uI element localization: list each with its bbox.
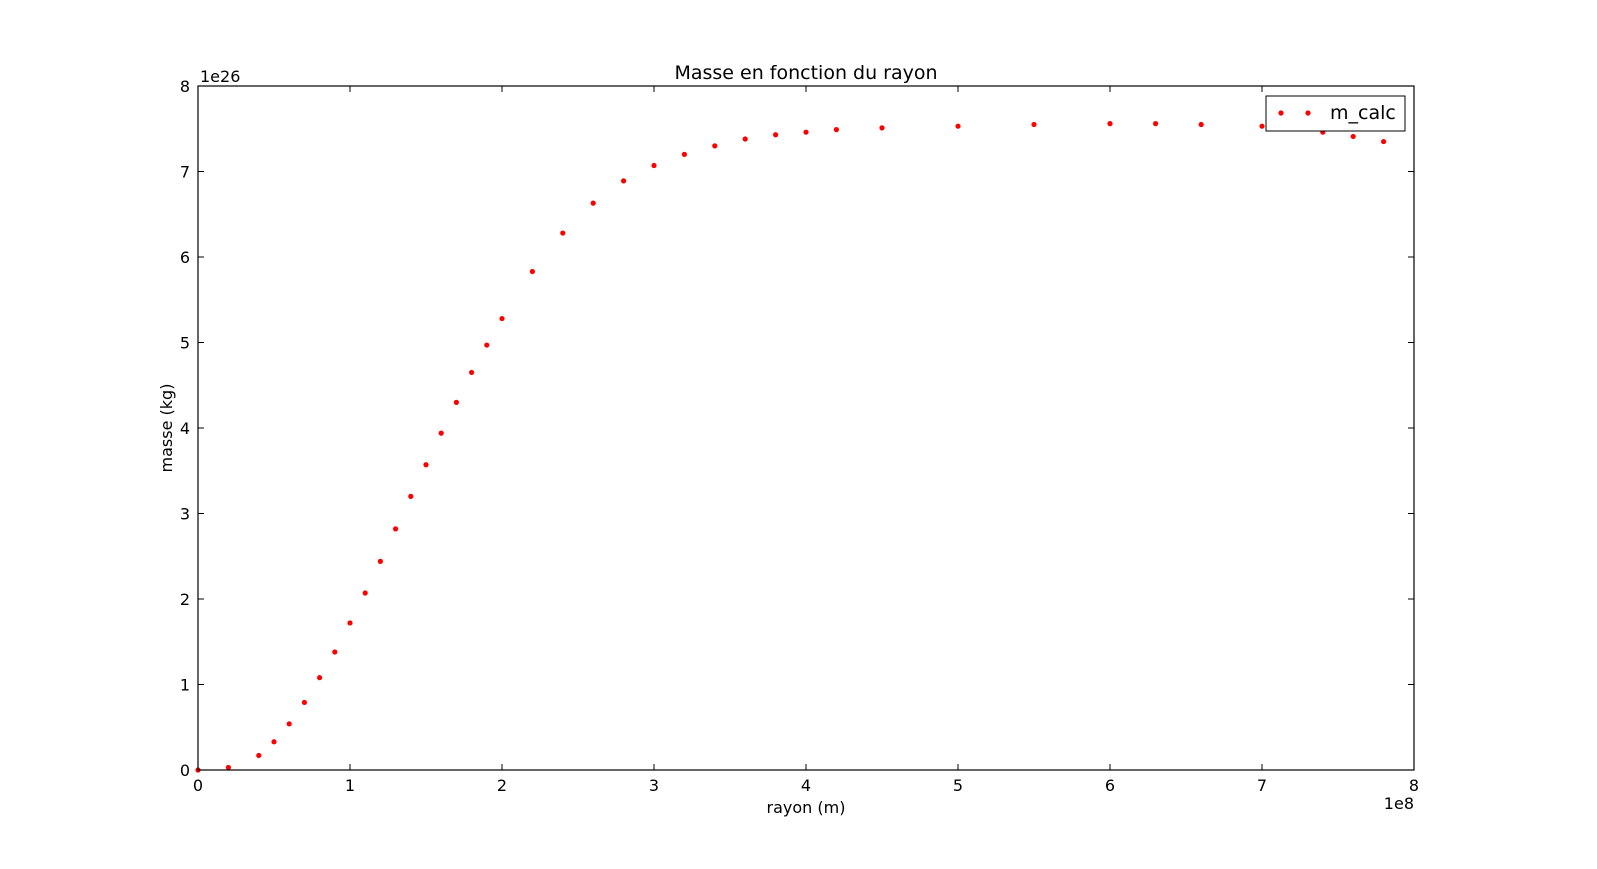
x-offset-label: 1e8 — [1384, 794, 1414, 813]
data-point — [286, 721, 292, 727]
data-point — [332, 649, 338, 655]
data-point — [423, 462, 429, 468]
x-tick-label: 4 — [801, 776, 811, 795]
data-point — [499, 315, 505, 322]
legend-box — [1265, 95, 1406, 132]
y-axis-label: masse (kg) — [157, 384, 176, 473]
x-tick-label: 3 — [649, 776, 659, 795]
data-point — [408, 493, 414, 499]
y-tick-label: 7 — [180, 163, 190, 182]
data-point — [651, 162, 657, 169]
data-point — [271, 739, 277, 745]
data-point — [438, 430, 444, 436]
data-point — [347, 620, 353, 626]
legend-marker — [1278, 110, 1284, 116]
x-tick-label: 2 — [497, 776, 507, 795]
data-point — [225, 764, 231, 771]
data-point — [1031, 121, 1037, 128]
x-tick-label: 1 — [345, 776, 355, 795]
data-points — [195, 121, 1387, 773]
data-point — [256, 752, 262, 759]
data-point — [301, 699, 307, 706]
x-tick-label: 5 — [953, 776, 963, 795]
data-point — [362, 590, 368, 596]
data-point — [377, 558, 383, 564]
data-point — [1107, 121, 1113, 127]
data-point — [1198, 121, 1204, 128]
x-tick-label: 8 — [1409, 776, 1419, 795]
data-point — [712, 143, 718, 149]
data-point — [469, 369, 475, 376]
x-tick-label: 0 — [193, 776, 203, 795]
y-tick-label: 2 — [180, 590, 190, 609]
chart-title: Masse en fonction du rayon — [674, 62, 937, 84]
y-offset-label: 1e26 — [200, 67, 240, 86]
data-point — [484, 342, 490, 348]
data-point — [590, 200, 596, 206]
legend-marker — [1305, 110, 1311, 116]
x-tick-label: 7 — [1257, 776, 1267, 795]
data-point — [803, 129, 809, 135]
plot-frame — [197, 85, 1415, 771]
data-point — [773, 132, 779, 138]
data-point — [393, 526, 399, 532]
data-point — [681, 151, 688, 157]
y-tick-label: 0 — [180, 761, 190, 780]
data-point — [1259, 123, 1265, 129]
data-point — [529, 268, 536, 275]
data-point — [560, 230, 566, 236]
data-point — [317, 675, 323, 681]
data-point — [879, 125, 885, 131]
y-tick-label: 8 — [180, 77, 190, 96]
data-point — [1381, 138, 1387, 145]
data-point — [621, 178, 627, 184]
y-tick-label: 3 — [180, 505, 190, 524]
plot-area — [198, 86, 1414, 770]
data-point — [955, 123, 961, 129]
axis-ticks: 0 1 2 3 4 5 6 7 8 0 1 2 3 4 5 6 7 8 — [180, 77, 1419, 795]
data-point — [742, 136, 748, 142]
y-tick-label: 4 — [180, 419, 190, 438]
data-point — [1153, 121, 1159, 127]
data-point — [833, 127, 840, 133]
data-point — [1350, 133, 1356, 140]
data-point — [453, 399, 459, 405]
legend: m_calc — [1265, 95, 1406, 132]
y-tick-label: 5 — [180, 334, 190, 353]
y-tick-label: 6 — [180, 248, 190, 267]
x-axis-label: rayon (m) — [767, 798, 846, 817]
x-tick-label: 6 — [1105, 776, 1115, 795]
y-tick-label: 1 — [180, 676, 190, 695]
legend-label: m_calc — [1330, 102, 1396, 124]
